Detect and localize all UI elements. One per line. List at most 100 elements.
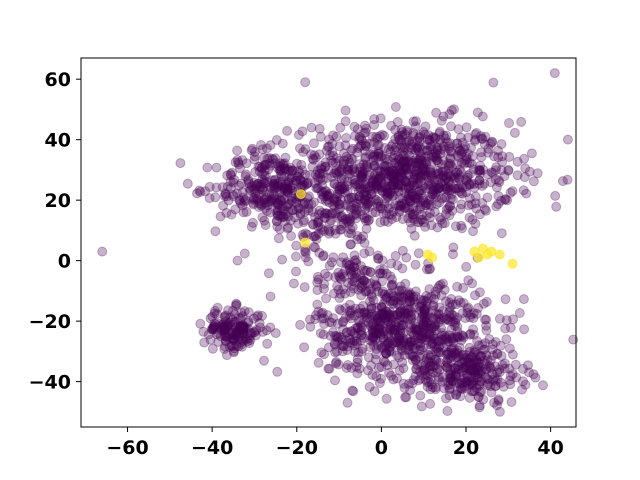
scatter-point — [343, 166, 354, 177]
scatter-point — [408, 292, 419, 303]
scatter-point — [415, 153, 426, 164]
scatter-point — [291, 240, 302, 251]
scatter-point — [402, 125, 412, 136]
scatter-point — [379, 153, 390, 164]
scatter-point — [445, 180, 456, 191]
scatter-point — [366, 360, 376, 371]
scatter-point — [447, 184, 457, 195]
scatter-point — [443, 176, 454, 187]
scatter-point — [444, 384, 455, 395]
scatter-point — [293, 203, 304, 214]
scatter-point — [415, 333, 426, 344]
scatter-point — [425, 398, 436, 409]
scatter-point — [339, 174, 350, 184]
scatter-point — [445, 153, 456, 164]
scatter-point — [289, 212, 300, 223]
scatter-point — [360, 120, 370, 131]
scatter-point — [448, 249, 458, 260]
scatter-point — [432, 149, 442, 160]
scatter-point — [282, 182, 293, 193]
scatter-point — [417, 164, 428, 175]
scatter-point — [229, 174, 240, 185]
scatter-point — [397, 142, 408, 153]
scatter-point — [252, 311, 263, 322]
scatter-point — [448, 171, 459, 181]
scatter-point — [369, 114, 380, 125]
scatter-point — [474, 175, 485, 186]
scatter-point — [257, 185, 268, 196]
scatter-point — [251, 193, 262, 204]
scatter-point — [441, 130, 452, 141]
scatter-point — [287, 182, 298, 193]
scatter-point — [434, 212, 445, 223]
scatter-point — [340, 105, 351, 116]
scatter-point — [407, 209, 418, 220]
scatter-point — [460, 174, 471, 185]
scatter-point — [456, 220, 467, 231]
scatter-point — [322, 190, 333, 201]
scatter-point — [426, 168, 436, 179]
scatter-point — [239, 194, 250, 205]
scatter-point — [281, 201, 292, 212]
scatter-point — [476, 147, 487, 158]
scatter-point — [433, 180, 444, 190]
scatter-point — [307, 161, 318, 172]
scatter-point — [457, 188, 468, 199]
scatter-point — [343, 193, 354, 204]
scatter-point — [416, 165, 427, 176]
scatter-point — [373, 148, 384, 159]
scatter-point — [361, 198, 372, 209]
scatter-point — [488, 350, 499, 361]
scatter-point — [322, 172, 332, 183]
scatter-point — [488, 77, 499, 88]
scatter-point — [254, 198, 265, 209]
scatter-point — [254, 166, 265, 177]
scatter-point — [286, 231, 297, 241]
scatter-point — [278, 160, 289, 171]
scatter-point — [466, 179, 476, 189]
scatter-point — [379, 130, 390, 141]
scatter-point — [402, 157, 413, 168]
scatter-point — [398, 156, 409, 167]
scatter-point — [435, 173, 446, 184]
scatter-point — [397, 127, 408, 137]
scatter-point — [397, 245, 408, 256]
scatter-point — [477, 198, 488, 208]
scatter-point — [338, 159, 349, 170]
scatter-point — [276, 186, 286, 197]
scatter-point — [260, 220, 271, 230]
scatter-point — [399, 203, 410, 214]
scatter-point — [449, 183, 460, 194]
scatter-point — [389, 175, 400, 186]
scatter-point — [259, 166, 270, 176]
scatter-point — [235, 163, 245, 174]
scatter-point — [474, 400, 485, 411]
scatter-point — [443, 203, 454, 213]
scatter-point — [344, 168, 355, 179]
scatter-point — [452, 159, 463, 170]
scatter-point — [394, 165, 405, 176]
scatter-point — [403, 189, 414, 200]
scatter-point — [320, 157, 331, 168]
scatter-point — [433, 169, 444, 180]
scatter-point — [462, 157, 473, 168]
scatter-point — [360, 179, 371, 190]
scatter-point-highlight — [482, 249, 493, 260]
scatter-point — [259, 194, 270, 205]
scatter-point — [252, 178, 263, 189]
scatter-point — [331, 191, 342, 202]
scatter-point — [368, 161, 379, 171]
scatter-point — [469, 136, 480, 146]
scatter-point — [512, 156, 523, 167]
scatter-point — [413, 144, 424, 155]
scatter-point — [461, 151, 472, 162]
scatter-point — [464, 179, 475, 190]
scatter-point — [460, 141, 471, 152]
scatter-point — [473, 340, 484, 351]
scatter-point — [447, 161, 457, 172]
scatter-point — [402, 147, 413, 157]
scatter-point — [323, 191, 334, 202]
scatter-point — [405, 180, 416, 191]
scatter-point — [465, 309, 476, 320]
scatter-point — [454, 183, 465, 194]
